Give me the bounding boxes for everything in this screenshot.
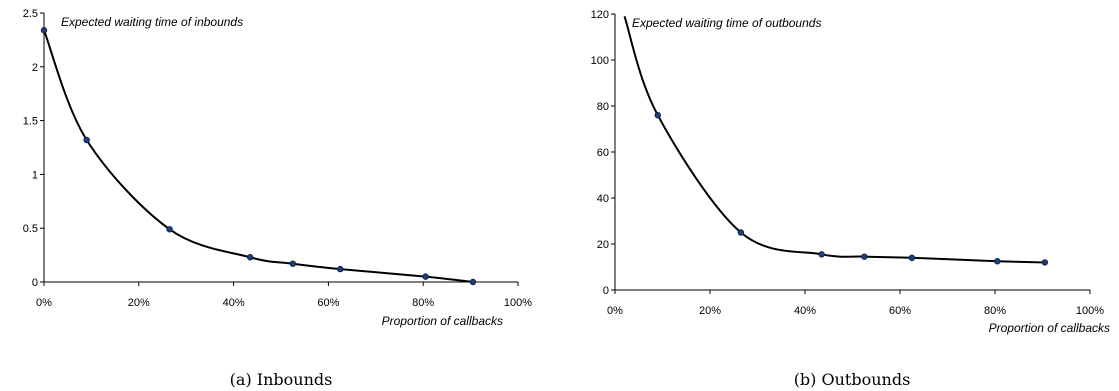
outbounds-xtick-label: 60% bbox=[889, 305, 911, 317]
outbounds-xlabel: Proportion of callbacks bbox=[989, 321, 1110, 335]
inbounds-data-point bbox=[469, 278, 477, 286]
outbounds-ytick-label: 100 bbox=[591, 55, 609, 67]
outbounds-data-point bbox=[861, 253, 868, 260]
inbounds-ytick-label: 0.5 bbox=[23, 223, 38, 235]
inbounds-caption: (a) Inbounds bbox=[230, 370, 333, 389]
inbounds-data-point bbox=[422, 273, 429, 280]
inbounds-xtick-label: 60% bbox=[317, 297, 339, 309]
inbounds-data-point bbox=[83, 136, 90, 144]
inbounds-xtick-label: 20% bbox=[128, 297, 150, 309]
outbounds-data-point bbox=[818, 251, 825, 258]
inbounds-ytick-label: 2.5 bbox=[23, 8, 38, 20]
chart-panel-outbounds: 0 20 40 60 80 100 120 0% 20% 40% 60% 80% 100% Expect… bbox=[591, 9, 1110, 389]
inbounds-xtick-label: 80% bbox=[412, 297, 434, 309]
inbounds-xtick-label: 40% bbox=[223, 297, 245, 309]
outbounds-xtick-label: 0% bbox=[607, 305, 623, 317]
outbounds-ytick-label: 20 bbox=[597, 239, 609, 251]
inbounds-xtick-label: 100% bbox=[504, 297, 532, 309]
outbounds-ytick-label: 120 bbox=[591, 9, 609, 21]
outbounds-ytick-label: 0 bbox=[603, 285, 609, 297]
inbounds-data-point bbox=[166, 226, 173, 233]
inbounds-xtick-label: 0% bbox=[36, 297, 52, 309]
inbounds-data-point bbox=[337, 265, 344, 273]
inbounds-ytick-label: 1.5 bbox=[23, 116, 38, 128]
outbounds-ytick-label: 40 bbox=[597, 193, 609, 205]
outbounds-xtick-label: 40% bbox=[794, 305, 816, 317]
outbounds-annotation: Expected waiting time of outbounds bbox=[632, 16, 821, 30]
inbounds-annotation: Expected waiting time of inbounds bbox=[61, 15, 243, 29]
chart-panel-inbounds: 0 0.5 1 1.5 2 2.5 0% 20% 40% 60% 80% 100% Expected … bbox=[23, 8, 533, 389]
outbounds-xtick-label: 20% bbox=[699, 305, 721, 317]
inbounds-ytick-label: 0 bbox=[32, 277, 38, 289]
outbounds-data-point bbox=[1041, 259, 1049, 266]
outbounds-data-point bbox=[737, 229, 745, 236]
inbounds-ytick-label: 2 bbox=[32, 62, 38, 74]
outbounds-series-line bbox=[623, 15, 1045, 264]
inbounds-xlabel: Proportion of callbacks bbox=[382, 314, 503, 328]
outbounds-data-point bbox=[908, 254, 916, 261]
inbounds-data-point bbox=[246, 254, 254, 261]
inbounds-data-point bbox=[40, 27, 48, 34]
outbounds-data-point bbox=[654, 111, 661, 119]
inbounds-data-point bbox=[289, 260, 297, 267]
inbounds-ytick-label: 1 bbox=[32, 169, 38, 181]
outbounds-xtick-label: 100% bbox=[1076, 305, 1104, 317]
outbounds-data-point bbox=[994, 258, 1001, 265]
outbounds-xtick-label: 80% bbox=[984, 305, 1006, 317]
inbounds-series-line bbox=[43, 29, 474, 283]
outbounds-caption: (b) Outbounds bbox=[794, 370, 911, 389]
outbounds-ytick-label: 80 bbox=[597, 101, 609, 113]
outbounds-ytick-label: 60 bbox=[597, 147, 609, 159]
